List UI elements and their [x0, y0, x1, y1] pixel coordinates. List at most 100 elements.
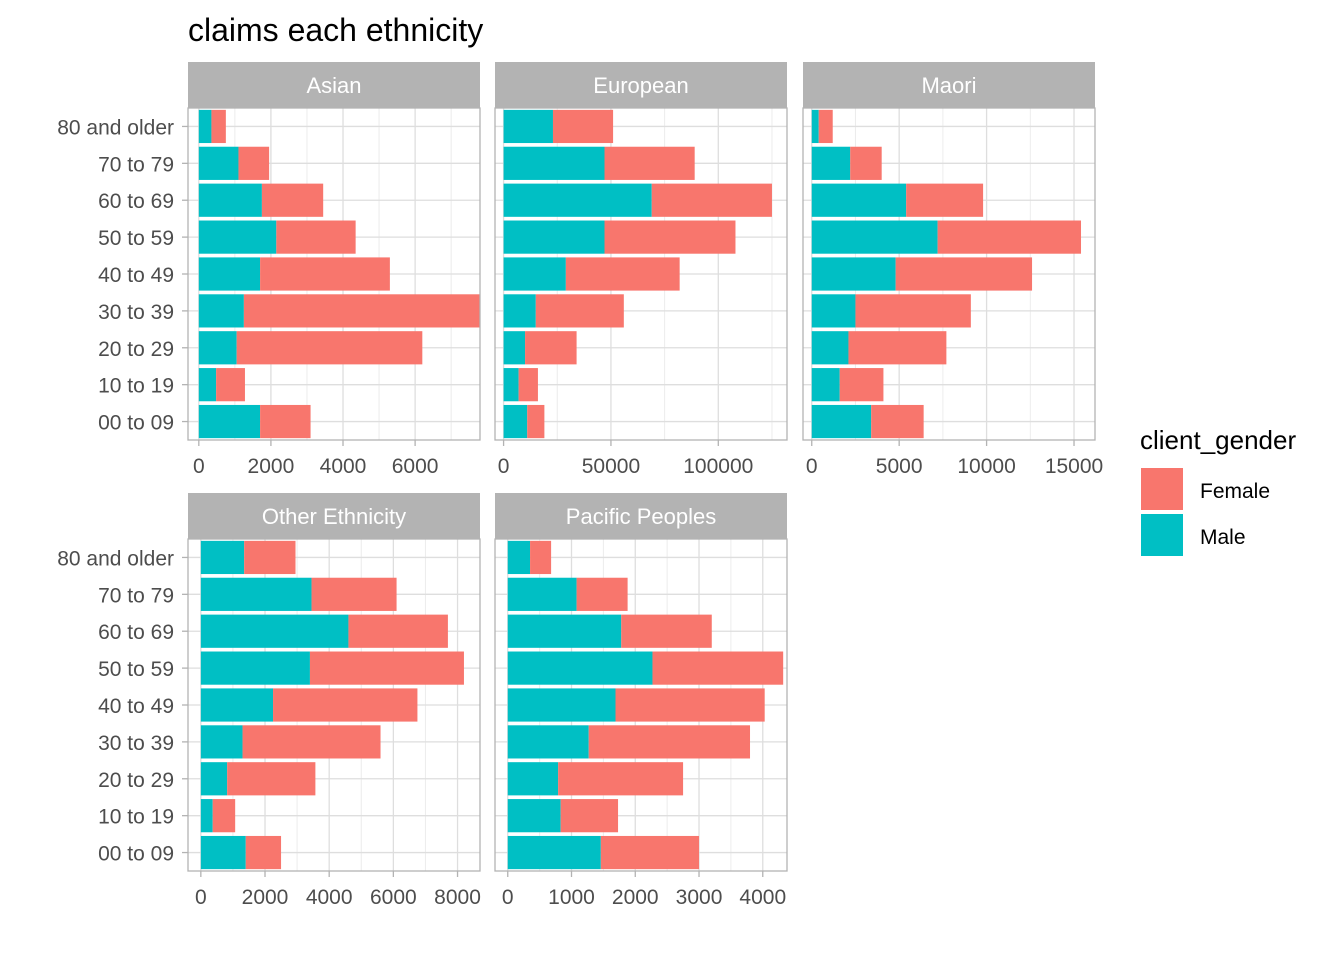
- panel-other-ethnicity: Other Ethnicity 0 2000 4000 6000 8000 80 and o…: [57, 493, 481, 909]
- bar-male-other-ethnicity-30-to-39: [200, 725, 243, 759]
- bar-female-maori-30-to-39: [855, 294, 971, 328]
- y-tick-label: 30 to 39: [98, 301, 174, 324]
- legend: client_gender Female Male: [1140, 425, 1296, 556]
- panel-asian: Asian 0 2000 4000 6000 80 and older 70 to 79 60…: [57, 62, 481, 478]
- bar-male-maori-10-to-19: [811, 368, 840, 402]
- bar-male-pacific-peoples-30-to-39: [507, 725, 589, 759]
- chart-title: claims each ethnicity: [188, 12, 483, 48]
- legend-swatch-male: [1141, 514, 1183, 556]
- bar-male-asian-00-to-09: [198, 404, 261, 439]
- bar-male-european-00-to-09: [503, 404, 528, 439]
- bar-male-asian-30-to-39: [198, 294, 244, 328]
- y-tick-label: 80 and older: [57, 116, 174, 139]
- y-tick-label: 30 to 39: [98, 732, 174, 755]
- bar-male-other-ethnicity-60-to-69: [200, 614, 349, 648]
- bar-female-european-40-to-49: [565, 257, 680, 291]
- y-tick-label: 50 to 59: [98, 227, 174, 250]
- x-tick-label: 4000: [739, 886, 786, 909]
- bar-male-european-80-and-older: [503, 109, 553, 144]
- bar-female-other-ethnicity-10-to-19: [212, 799, 236, 833]
- bar-male-maori-00-to-09: [811, 404, 872, 439]
- y-tick-label: 40 to 49: [98, 695, 174, 718]
- y-tick-label: 60 to 69: [98, 621, 174, 644]
- bar-male-other-ethnicity-50-to-59: [200, 651, 310, 685]
- strip-label-pacific-peoples: Pacific Peoples: [566, 504, 716, 529]
- strip-label-maori: Maori: [921, 73, 976, 98]
- bar-female-pacific-peoples-60-to-69: [621, 614, 712, 648]
- strip-european: [495, 62, 787, 108]
- x-tick-label: 5000: [876, 455, 923, 478]
- y-tick-label: 40 to 49: [98, 264, 174, 287]
- bar-female-maori-10-to-19: [839, 368, 884, 402]
- x-tick-label: 0: [498, 455, 510, 478]
- bar-male-european-50-to-59: [503, 220, 605, 254]
- bar-male-asian-80-and-older: [198, 109, 212, 144]
- x-tick-label: 100000: [683, 455, 753, 478]
- bar-female-maori-80-and-older: [818, 109, 833, 144]
- bar-male-asian-50-to-59: [198, 220, 277, 254]
- x-tick-label: 0: [502, 886, 514, 909]
- x-tick-label: 0: [806, 455, 818, 478]
- y-tick-label: 00 to 09: [98, 412, 174, 435]
- bar-female-european-50-to-59: [604, 220, 736, 254]
- bar-female-european-80-and-older: [552, 109, 614, 144]
- x-tick-label: 0: [193, 455, 205, 478]
- x-tick-label: 50000: [582, 455, 640, 478]
- bar-female-asian-70-to-79: [238, 146, 270, 180]
- bar-male-pacific-peoples-70-to-79: [507, 577, 577, 611]
- legend-label-female: Female: [1200, 480, 1270, 503]
- panel-border: [494, 107, 788, 441]
- bar-male-asian-10-to-19: [198, 368, 217, 402]
- y-tick-label: 10 to 19: [98, 375, 174, 398]
- bar-female-maori-40-to-49: [895, 257, 1033, 291]
- bar-male-pacific-peoples-00-to-09: [507, 835, 601, 870]
- bar-female-european-60-to-69: [651, 183, 772, 217]
- panel-border: [802, 107, 1096, 441]
- bar-male-other-ethnicity-80-and-older: [200, 540, 245, 575]
- bar-male-maori-50-to-59: [811, 220, 938, 254]
- bar-female-european-10-to-19: [518, 368, 538, 402]
- strip-label-asian: Asian: [306, 73, 361, 98]
- bar-male-asian-20-to-29: [198, 331, 237, 365]
- bar-female-other-ethnicity-00-to-09: [245, 835, 282, 870]
- bar-female-pacific-peoples-20-to-29: [558, 762, 684, 796]
- bar-female-maori-60-to-69: [906, 183, 984, 217]
- bar-male-other-ethnicity-00-to-09: [200, 835, 246, 870]
- bar-male-european-60-to-69: [503, 183, 652, 217]
- y-tick-label: 50 to 59: [98, 658, 174, 681]
- bar-female-other-ethnicity-40-to-49: [273, 688, 418, 722]
- bar-female-pacific-peoples-00-to-09: [600, 835, 700, 870]
- bar-female-maori-00-to-09: [871, 404, 924, 439]
- y-tick-label: 20 to 29: [98, 769, 174, 792]
- x-tick-label: 6000: [370, 886, 417, 909]
- y-tick-label: 20 to 29: [98, 338, 174, 361]
- y-tick-label: 10 to 19: [98, 806, 174, 829]
- bar-female-pacific-peoples-30-to-39: [588, 725, 751, 759]
- legend-swatch-female: [1141, 468, 1183, 510]
- bar-male-other-ethnicity-10-to-19: [200, 799, 213, 833]
- bar-male-european-40-to-49: [503, 257, 566, 291]
- strip-maori: [803, 62, 1095, 108]
- bar-male-maori-60-to-69: [811, 183, 907, 217]
- bar-male-maori-80-and-older: [811, 109, 819, 144]
- bar-male-maori-20-to-29: [811, 331, 849, 365]
- bar-female-maori-50-to-59: [937, 220, 1082, 254]
- legend-label-male: Male: [1200, 526, 1246, 549]
- y-tick-label: 70 to 79: [98, 153, 174, 176]
- x-tick-label: 2000: [612, 886, 659, 909]
- bar-female-other-ethnicity-20-to-29: [227, 762, 316, 796]
- panel-pacific-peoples: Pacific Peoples 0 1000 2000 3000 4000: [494, 493, 788, 909]
- x-tick-label: 4000: [306, 886, 353, 909]
- bar-male-other-ethnicity-40-to-49: [200, 688, 274, 722]
- bar-male-maori-30-to-39: [811, 294, 856, 328]
- bar-female-maori-70-to-79: [850, 146, 882, 180]
- bar-male-other-ethnicity-20-to-29: [200, 762, 228, 796]
- bar-female-pacific-peoples-50-to-59: [652, 651, 784, 685]
- bar-female-maori-20-to-29: [848, 331, 947, 365]
- panel-european: European 0 50000 100000: [494, 62, 788, 478]
- y-tick-label: 60 to 69: [98, 190, 174, 213]
- bar-female-pacific-peoples-40-to-49: [615, 688, 765, 722]
- facet-panels: Asian 0 2000 4000 6000 80 and older 70 to 79 60…: [57, 62, 1103, 909]
- bar-male-asian-60-to-69: [198, 183, 262, 217]
- bar-male-european-20-to-29: [503, 331, 526, 365]
